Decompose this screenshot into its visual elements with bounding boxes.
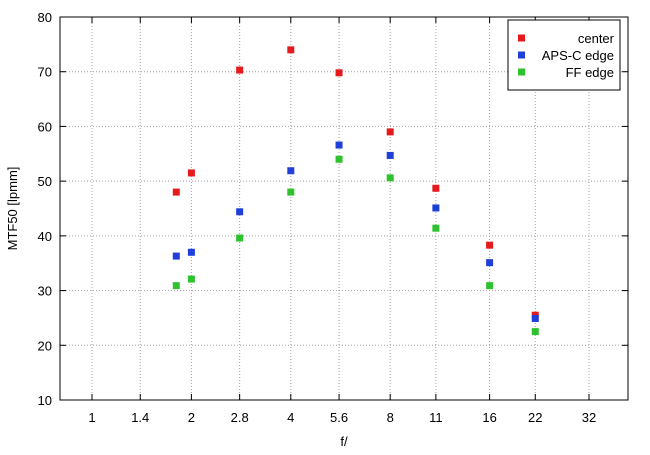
- data-point-ff-edge: [172, 282, 180, 290]
- data-point-aps-c-edge: [531, 314, 539, 322]
- x-tick-label: 2: [188, 410, 195, 425]
- data-point-center: [172, 188, 180, 196]
- legend-marker-ff-edge: [518, 68, 525, 76]
- data-point-aps-c-edge: [432, 204, 440, 212]
- x-tick-label: 11: [429, 410, 443, 425]
- y-tick-label: 10: [38, 393, 52, 408]
- legend-label-center: center: [578, 31, 615, 46]
- x-tick-label: 2.8: [231, 410, 249, 425]
- data-point-ff-edge: [531, 328, 539, 336]
- y-tick-label: 60: [38, 119, 52, 134]
- y-axis-label: MTF50 [lpmm]: [5, 167, 20, 251]
- y-tick-label: 70: [38, 65, 52, 80]
- data-point-aps-c-edge: [236, 208, 244, 216]
- data-point-center: [386, 128, 394, 136]
- data-point-center: [432, 184, 440, 192]
- y-tick-label: 50: [38, 174, 52, 189]
- legend: center APS-C edge FF edge: [507, 19, 621, 91]
- x-tick-label: 32: [582, 410, 596, 425]
- plot-frame: [59, 16, 629, 401]
- data-point-ff-edge: [287, 188, 295, 196]
- data-point-aps-c-edge: [335, 141, 343, 149]
- y-tick-label: 40: [38, 229, 52, 244]
- legend-box: [507, 19, 621, 91]
- data-point-ff-edge: [386, 174, 394, 182]
- data-point-center: [486, 241, 494, 249]
- data-point-ff-edge: [187, 275, 195, 283]
- data-point-center: [287, 46, 295, 54]
- data-point-ff-edge: [236, 234, 244, 242]
- x-axis-label: f/: [340, 434, 348, 449]
- data-point-ff-edge: [486, 282, 494, 290]
- x-tick-label: 16: [482, 410, 496, 425]
- legend-label-ff-edge: FF edge: [566, 65, 614, 80]
- y-tick-label: 20: [38, 338, 52, 353]
- data-point-aps-c-edge: [172, 252, 180, 260]
- x-tick-label: 1: [88, 410, 95, 425]
- x-tick-label: 1.4: [131, 410, 149, 425]
- data-point-ff-edge: [432, 224, 440, 232]
- data-point-aps-c-edge: [187, 248, 195, 256]
- data-point-aps-c-edge: [486, 259, 494, 267]
- y-tick-label: 30: [38, 284, 52, 299]
- legend-marker-center: [518, 34, 525, 42]
- x-tick-label: 4: [287, 410, 294, 425]
- legend-label-aps-c-edge: APS-C edge: [542, 48, 614, 63]
- data-point-center: [187, 169, 195, 177]
- x-tick-label: 22: [528, 410, 542, 425]
- data-point-center: [236, 66, 244, 74]
- data-points: [172, 46, 539, 336]
- data-point-ff-edge: [335, 155, 343, 163]
- axis-ticks: 10 20 30 40 50 60 70 80 1 1.4 2 2.8 4 5.6 8 11 16 22 32: [38, 10, 628, 425]
- x-tick-label: 8: [387, 410, 394, 425]
- legend-marker-aps-c-edge: [518, 51, 525, 59]
- data-point-center: [335, 69, 343, 77]
- y-tick-label: 80: [38, 10, 52, 25]
- data-point-aps-c-edge: [386, 151, 394, 159]
- x-tick-label: 5.6: [330, 410, 348, 425]
- data-point-aps-c-edge: [287, 167, 295, 175]
